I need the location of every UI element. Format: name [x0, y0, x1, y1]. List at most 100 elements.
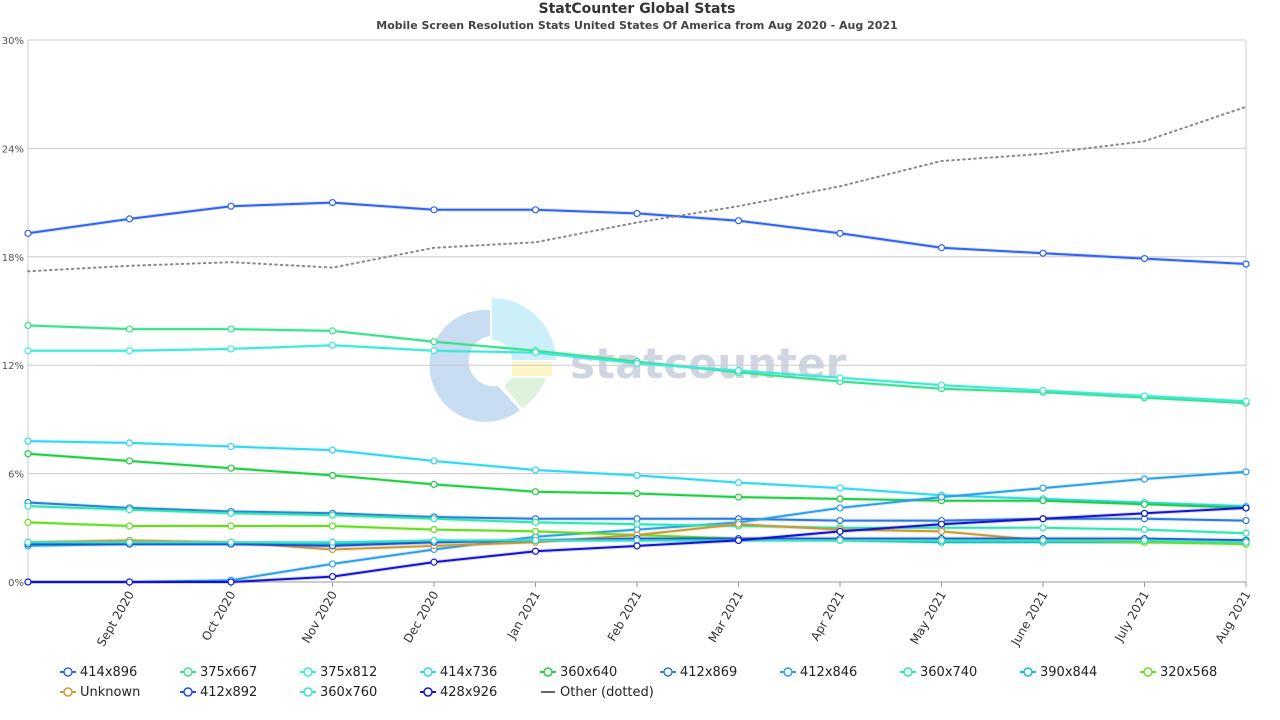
legend-item[interactable]: 412x846 — [780, 663, 900, 681]
y-tick-label: 0% — [8, 578, 24, 589]
legend-swatch-marker — [783, 667, 793, 677]
x-tick-label: Mar 2021 — [705, 589, 746, 645]
data-point — [125, 578, 134, 586]
data-point — [328, 572, 337, 581]
data-point — [328, 327, 337, 335]
data-point — [328, 471, 337, 480]
data-point — [24, 347, 32, 355]
data-point — [125, 538, 134, 546]
data-point — [531, 488, 540, 496]
y-tick-label: 18% — [2, 253, 24, 264]
data-point — [734, 493, 743, 501]
legend-item[interactable]: 360x760 — [300, 683, 420, 701]
legend-item[interactable]: 360x740 — [900, 663, 1020, 681]
legend-swatch-marker — [303, 687, 313, 697]
data-point — [836, 229, 844, 237]
data-point — [430, 338, 438, 346]
legend-item[interactable]: 320x568 — [1140, 663, 1260, 681]
x-tick-label: Apr 2021 — [808, 589, 848, 644]
legend-swatch-icon — [660, 667, 676, 677]
legend-item[interactable]: 428x926 — [420, 683, 540, 701]
data-point — [1039, 524, 1047, 532]
data-point — [734, 520, 743, 528]
legend-label: 412x869 — [680, 664, 738, 680]
series-line-other — [27, 105, 1247, 273]
data-point — [227, 442, 235, 451]
data-point — [227, 345, 235, 353]
x-tick-label: June 2021 — [1008, 589, 1051, 649]
legend-item[interactable]: 375x667 — [180, 663, 300, 681]
legend-swatch-marker — [63, 687, 73, 697]
data-point — [531, 547, 540, 555]
legend-label: 360x640 — [560, 664, 618, 680]
data-point — [125, 522, 134, 530]
data-point — [227, 325, 235, 333]
data-point — [836, 374, 844, 382]
data-point — [1140, 509, 1149, 517]
legend-swatch-marker — [543, 667, 553, 677]
data-point — [430, 480, 438, 489]
line-chart: statcounter 0% 6% 12% 18% 24% 30% Sept 2020 Oct… — [2, 36, 1254, 649]
legend-label: 414x736 — [440, 664, 498, 680]
legend-swatch-icon — [780, 667, 796, 677]
legend-swatch-icon — [900, 667, 916, 677]
watermark-logo-yellow — [512, 362, 552, 376]
legend-swatch-icon — [541, 691, 555, 693]
legend-item[interactable]: 414x736 — [420, 663, 540, 681]
data-point — [937, 493, 946, 501]
data-point — [24, 578, 32, 586]
legend-item[interactable]: Other (dotted) — [540, 683, 660, 701]
legend-swatch-marker — [423, 667, 433, 677]
data-point — [227, 202, 235, 210]
legend-label: Unknown — [80, 684, 141, 700]
x-tick-label: Jan 2021 — [504, 589, 543, 643]
legend-item[interactable]: 360x640 — [540, 663, 660, 681]
data-point — [531, 466, 540, 474]
data-point — [836, 536, 844, 545]
legend-item[interactable]: 390x844 — [1020, 663, 1140, 681]
data-point — [1140, 536, 1149, 545]
data-point — [937, 520, 946, 528]
data-point — [531, 518, 540, 526]
data-point — [633, 542, 641, 550]
data-point — [328, 446, 337, 454]
legend-swatch-marker — [183, 687, 193, 697]
data-point — [1140, 526, 1149, 534]
watermark-text: statcounter — [570, 339, 847, 388]
legend-item[interactable]: 412x892 — [180, 683, 300, 701]
y-tick-label: 12% — [2, 361, 24, 372]
legend-label: 360x760 — [320, 684, 378, 700]
series-glow — [27, 451, 1247, 510]
data-point — [227, 578, 235, 586]
data-point — [1039, 536, 1047, 545]
data-point — [125, 439, 134, 447]
y-tick-label: 6% — [8, 470, 24, 481]
series-points — [24, 199, 1250, 586]
legend-swatch-marker — [423, 687, 433, 697]
legend-label: 320x568 — [1160, 664, 1218, 680]
legend-item[interactable]: 414x896 — [60, 663, 180, 681]
legend-item[interactable]: Unknown — [60, 683, 180, 701]
data-point — [734, 367, 743, 375]
data-point — [531, 206, 540, 214]
data-point — [1242, 529, 1250, 537]
data-point — [1242, 468, 1250, 476]
legend-label: Other (dotted) — [560, 684, 654, 700]
legend-item[interactable]: 412x869 — [660, 663, 780, 681]
data-point — [1039, 386, 1047, 395]
x-tick-label: July 2021 — [1112, 589, 1153, 645]
data-point — [125, 506, 134, 514]
data-point — [1242, 397, 1250, 405]
legend-swatch-marker — [663, 667, 673, 677]
data-point — [328, 538, 337, 546]
legend-swatch-icon — [420, 687, 436, 697]
data-point — [633, 471, 641, 480]
data-point — [1242, 516, 1250, 525]
data-point — [227, 522, 235, 530]
legend-label: 375x812 — [320, 664, 378, 680]
x-tick-label: Oct 2020 — [199, 589, 239, 644]
legend-swatch-marker — [183, 667, 193, 677]
legend-item[interactable]: 375x812 — [300, 663, 420, 681]
x-tick-label: May 2021 — [907, 589, 949, 647]
data-point — [836, 516, 844, 525]
